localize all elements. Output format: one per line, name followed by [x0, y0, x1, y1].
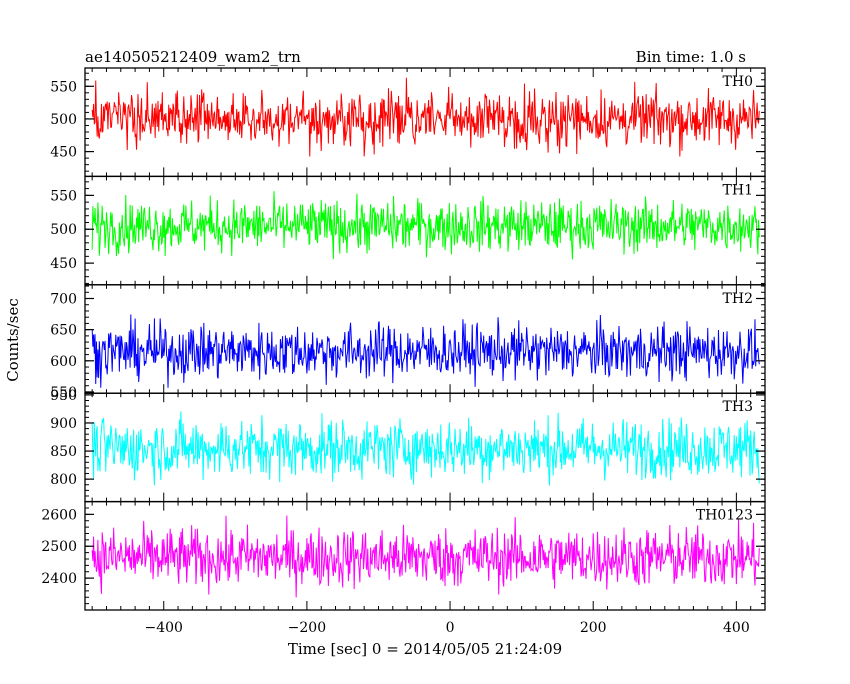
- panels-group: 450 500 550 TH0 450 500 550 TH1 550 600 650 700 TH2 8…: [41, 67, 766, 636]
- x-tick-label: 0: [446, 620, 455, 636]
- y-tick-label: 500: [50, 112, 77, 128]
- y-tick-label: 850: [50, 444, 77, 460]
- bin-time-label: Bin time: 1.0 s: [636, 48, 746, 66]
- series-line-th3: [91, 411, 760, 486]
- y-tick-label: 550: [50, 188, 77, 204]
- series-line-th0: [91, 77, 760, 157]
- y-tick-label: 450: [50, 145, 77, 161]
- y-tick-label: 2400: [41, 571, 77, 587]
- y-tick-label: 650: [50, 323, 77, 339]
- panel-label-th3: TH3: [723, 399, 753, 415]
- x-tick-label: 200: [580, 620, 607, 636]
- y-tick-label: 500: [50, 222, 77, 238]
- y-tick-label: 2600: [41, 507, 77, 523]
- y-tick-label: 800: [50, 472, 77, 488]
- series-line-th1: [91, 191, 760, 260]
- chart-title: ae140505212409_wam2_trn: [85, 48, 301, 66]
- panel-label-th1: TH1: [723, 182, 753, 198]
- panel-label-th0123: TH0123: [696, 508, 753, 524]
- y-tick-label: 550: [50, 385, 77, 401]
- panel-label-th0: TH0: [723, 74, 753, 90]
- x-tick-label: 400: [723, 620, 750, 636]
- y-tick-label: 600: [50, 354, 77, 370]
- y-tick-label: 900: [50, 416, 77, 432]
- x-tick-label: −200: [288, 620, 326, 636]
- x-tick-label: −400: [145, 620, 183, 636]
- y-tick-label: 2500: [41, 539, 77, 555]
- y-tick-label: 700: [50, 292, 77, 308]
- panel-label-th2: TH2: [723, 291, 753, 307]
- y-tick-label: 950: [50, 388, 77, 404]
- y-tick-label: 550: [50, 79, 77, 95]
- series-line-th2: [91, 314, 760, 388]
- y-tick-label: 450: [50, 256, 77, 272]
- x-axis-label: Time [sec] 0 = 2014/05/05 21:24:09: [288, 640, 562, 658]
- panel-frame-th0123: [84, 500, 766, 611]
- series-line-th0123: [91, 515, 760, 598]
- y-axis-label: Counts/sec: [4, 298, 22, 382]
